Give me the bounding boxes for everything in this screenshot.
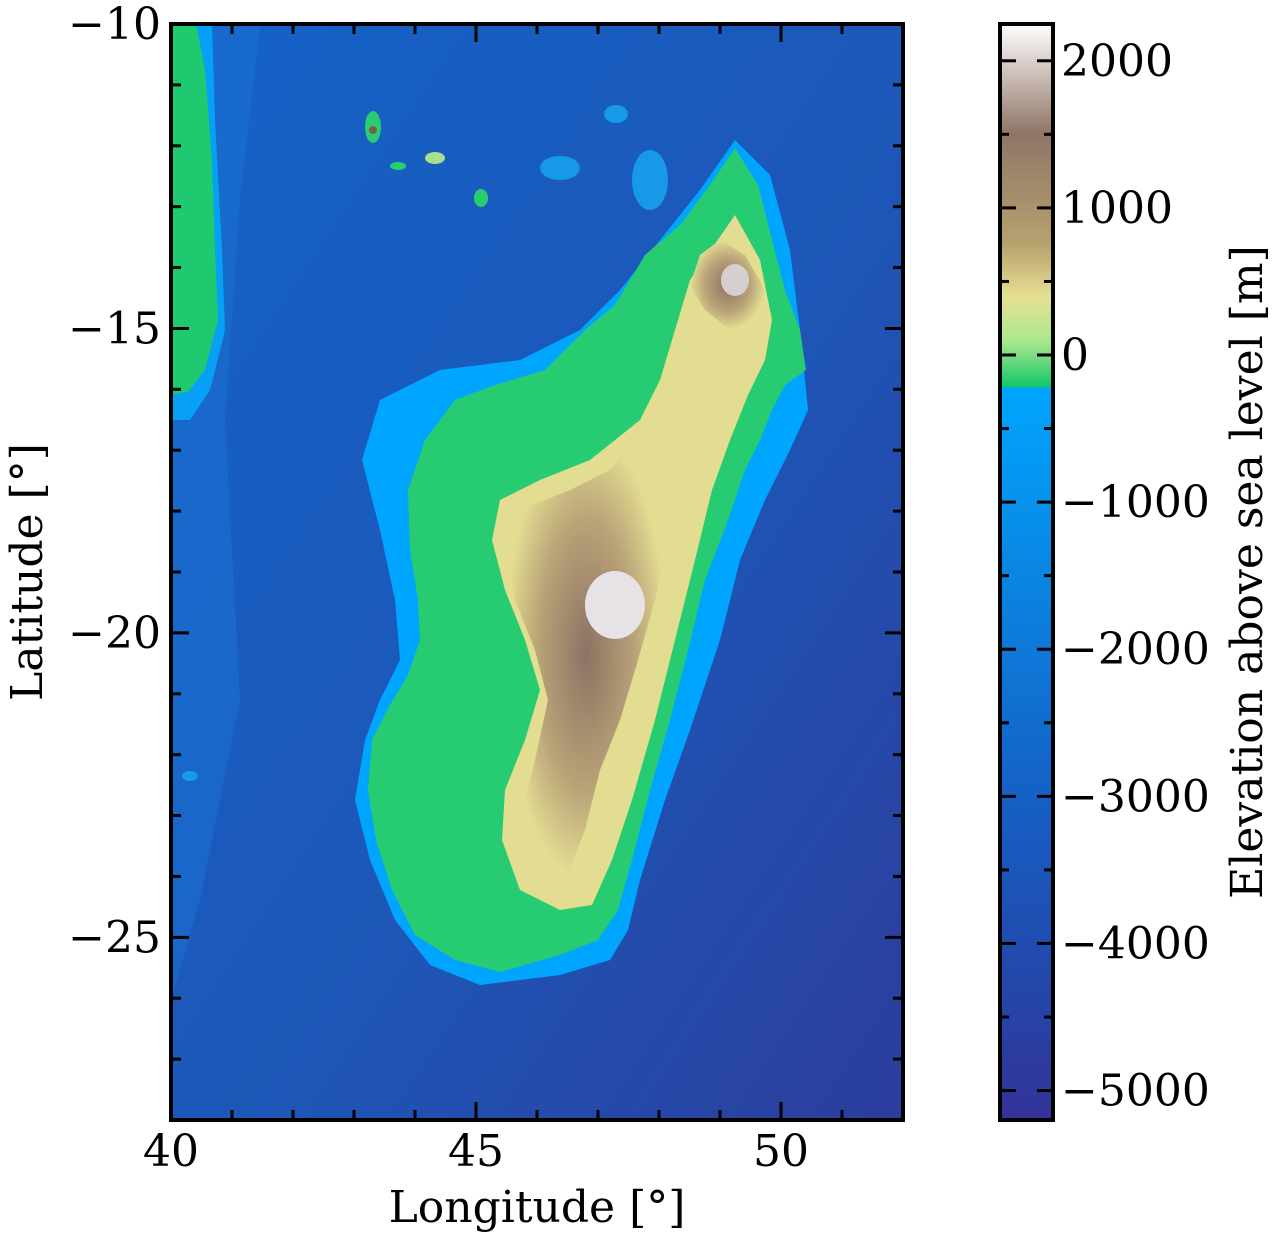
y-tick-label: −15 — [68, 303, 161, 354]
bank — [182, 771, 198, 781]
y-axis-label: Latitude [°] — [2, 443, 53, 701]
colorbar-tick-label: 2000 — [1061, 36, 1173, 87]
colorbar-ticks — [1000, 59, 1053, 1093]
colorbar-label: Elevation above sea level [m] — [1222, 245, 1273, 899]
y-tick-label: −20 — [68, 608, 161, 659]
colorbar: 2000 1000 0 −1000 −2000 −3000 −4000 −5000 — [998, 22, 1210, 1122]
map-area — [171, 24, 903, 1120]
colorbar-frame — [998, 22, 1055, 1122]
y-axis-ticks — [171, 22, 903, 1122]
y-tick-label: −10 — [68, 0, 161, 50]
map-frame — [169, 22, 905, 1122]
bank — [540, 156, 580, 180]
x-axis-tick-labels: 40 45 50 — [143, 1126, 809, 1177]
colorbar-tick-label: −4000 — [1061, 918, 1210, 969]
x-tick-label: 50 — [753, 1126, 809, 1177]
x-tick-label: 40 — [143, 1126, 199, 1177]
anjouan — [425, 152, 445, 164]
colorbar-tick-label: 0 — [1061, 330, 1089, 381]
karthala-peak — [369, 126, 377, 134]
bank — [604, 105, 628, 123]
mayotte — [474, 189, 488, 207]
colorbar-tick-label: −5000 — [1061, 1066, 1210, 1117]
x-tick-label: 45 — [448, 1126, 504, 1177]
moheli — [390, 162, 406, 170]
shallow-banks — [182, 105, 668, 781]
africa-land — [171, 24, 218, 395]
bank — [632, 150, 668, 210]
colorbar-tick-label: −2000 — [1061, 624, 1210, 675]
x-axis-label: Longitude [°] — [389, 1182, 686, 1233]
colorbar-tick-label: −3000 — [1061, 771, 1210, 822]
central-highlands — [505, 430, 668, 880]
y-tick-label: −25 — [68, 912, 161, 963]
colorbar-tick-labels: 2000 1000 0 −1000 −2000 −3000 −4000 −5000 — [1061, 36, 1210, 1117]
colorbar-tick-label: −1000 — [1061, 477, 1210, 528]
colorbar-tick-label: 1000 — [1061, 183, 1173, 234]
comoros-islands — [365, 111, 488, 207]
tsaratanana-peak — [721, 264, 749, 296]
y-axis-tick-labels: −10 −15 −20 −25 — [68, 0, 161, 963]
ankaratra-peak — [585, 571, 645, 639]
x-axis-ticks — [169, 24, 905, 1120]
colorbar-gradient — [1000, 24, 1053, 1120]
